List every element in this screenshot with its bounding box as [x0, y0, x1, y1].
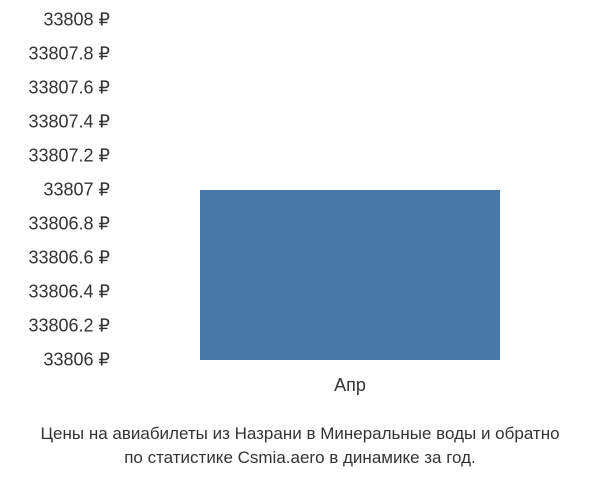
y-axis-label: 33807 ₽ — [43, 180, 110, 201]
y-axis-label: 33807.8 ₽ — [28, 44, 110, 65]
y-axis-label: 33806.4 ₽ — [28, 282, 110, 303]
y-axis-label: 33806 ₽ — [43, 350, 110, 371]
caption-line2: по статистике Csmia.aero в динамике за г… — [124, 448, 476, 467]
y-axis-label: 33807.6 ₽ — [28, 78, 110, 99]
y-axis-label: 33807.4 ₽ — [28, 112, 110, 133]
chart-container: 33808 ₽ 33807.8 ₽ 33807.6 ₽ 33807.4 ₽ 33807.… — [0, 0, 600, 400]
y-axis-label: 33806.8 ₽ — [28, 214, 110, 235]
caption-line1: Цены на авиабилеты из Назрани в Минераль… — [40, 424, 559, 443]
y-axis: 33808 ₽33807.8 ₽33807.6 ₽33807.4 ₽33807.… — [0, 20, 120, 360]
chart-caption: Цены на авиабилеты из Назрани в Минераль… — [0, 422, 600, 470]
y-axis-label: 33807.2 ₽ — [28, 146, 110, 167]
y-axis-label: 33806.2 ₽ — [28, 316, 110, 337]
plot-area: Апр — [130, 20, 570, 360]
x-axis-label: Апр — [334, 375, 366, 396]
y-axis-label: 33806.6 ₽ — [28, 248, 110, 269]
y-axis-label: 33808 ₽ — [43, 10, 110, 31]
chart-bar — [200, 190, 499, 360]
